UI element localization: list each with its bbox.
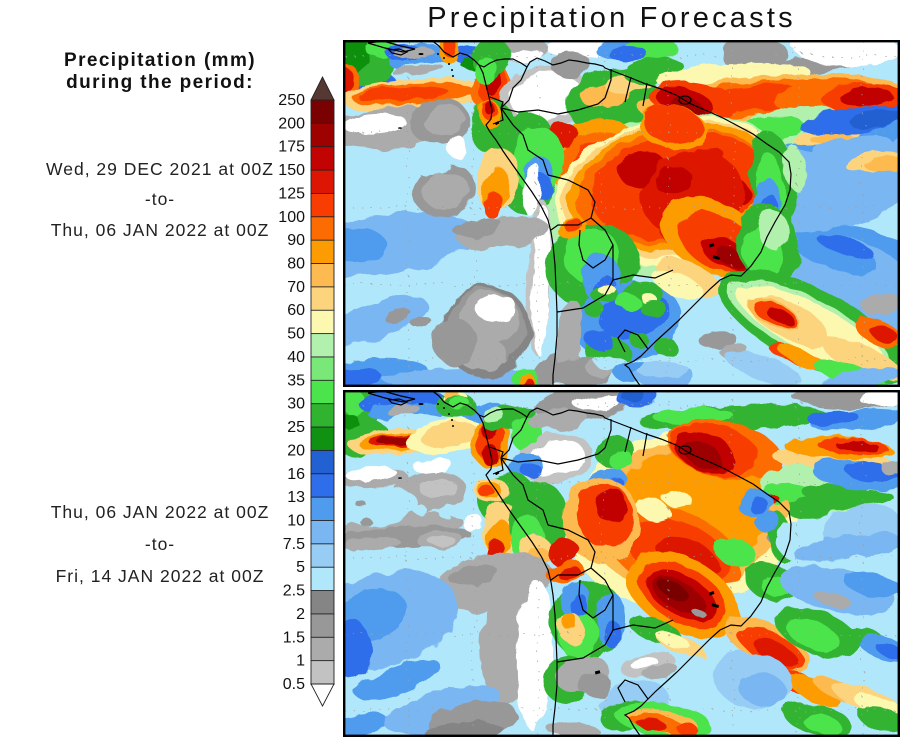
svg-text:20: 20 xyxy=(287,442,305,459)
svg-text:5: 5 xyxy=(296,559,305,576)
svg-text:16: 16 xyxy=(287,466,305,483)
svg-text:35: 35 xyxy=(287,372,305,389)
svg-text:250: 250 xyxy=(278,92,305,109)
svg-text:7.5: 7.5 xyxy=(283,536,305,553)
svg-text:80: 80 xyxy=(287,256,305,273)
svg-text:60: 60 xyxy=(287,302,305,319)
svg-text:100: 100 xyxy=(278,209,305,226)
svg-text:90: 90 xyxy=(287,232,305,249)
svg-text:70: 70 xyxy=(287,279,305,296)
svg-text:200: 200 xyxy=(278,115,305,132)
svg-text:125: 125 xyxy=(278,185,305,202)
svg-text:150: 150 xyxy=(278,162,305,179)
svg-text:2: 2 xyxy=(296,606,305,623)
svg-text:10: 10 xyxy=(287,512,305,529)
svg-text:2.5: 2.5 xyxy=(283,583,305,600)
svg-text:25: 25 xyxy=(287,419,305,436)
svg-text:175: 175 xyxy=(278,139,305,156)
svg-text:13: 13 xyxy=(287,489,305,506)
svg-text:30: 30 xyxy=(287,396,305,413)
svg-text:40: 40 xyxy=(287,349,305,366)
svg-text:50: 50 xyxy=(287,326,305,343)
svg-text:1.5: 1.5 xyxy=(283,629,305,646)
svg-text:0.5: 0.5 xyxy=(283,676,305,693)
svg-text:1: 1 xyxy=(296,653,305,670)
